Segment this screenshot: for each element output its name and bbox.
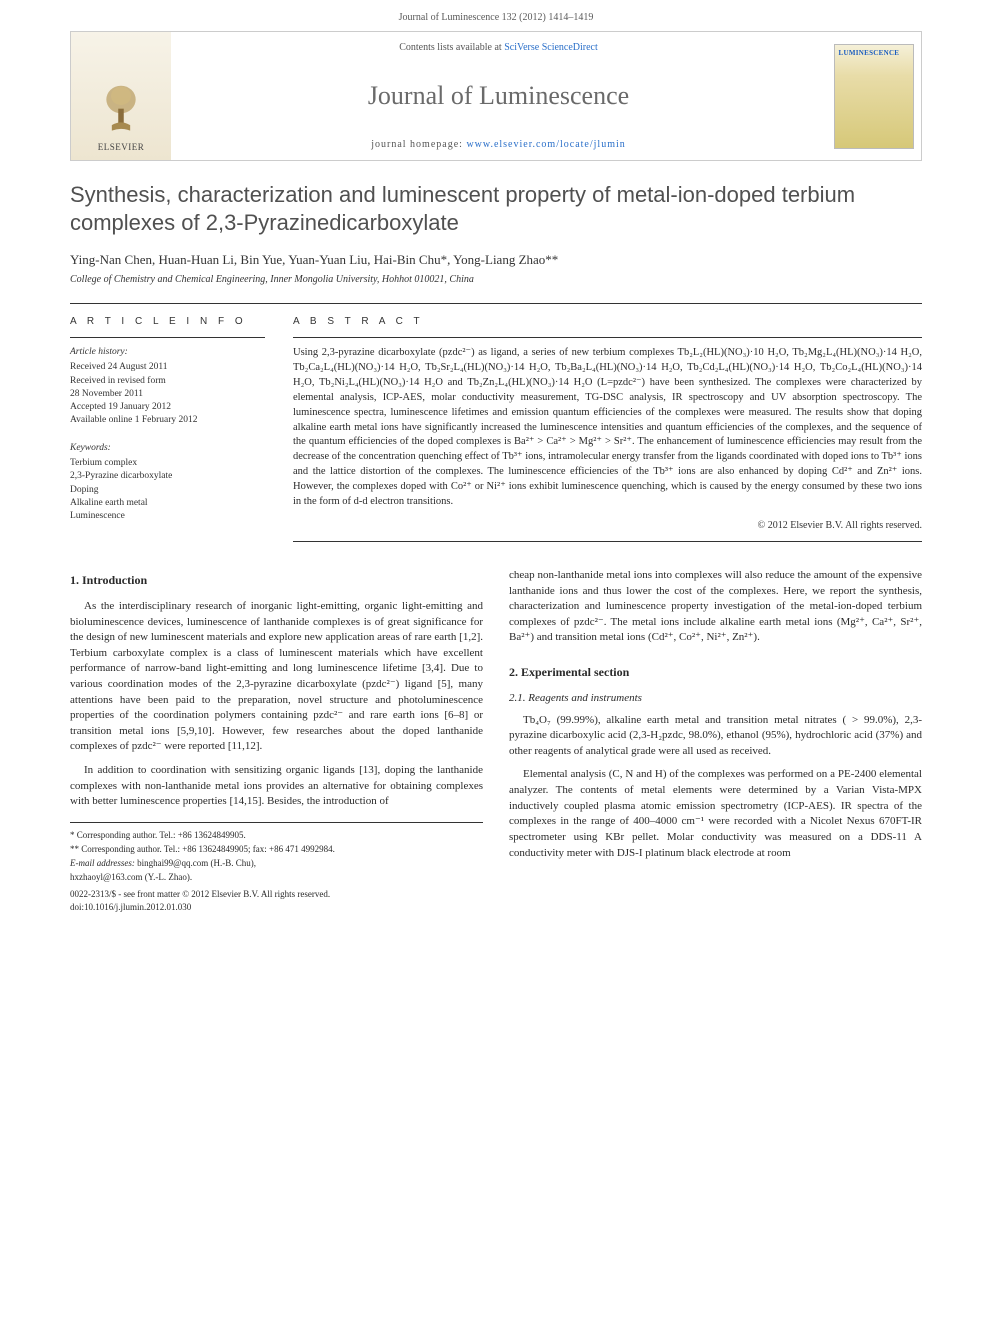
abstract-copyright: © 2012 Elsevier B.V. All rights reserved… bbox=[293, 520, 922, 542]
body-paragraph: Elemental analysis (C, N and H) of the c… bbox=[509, 767, 922, 861]
contents-prefix: Contents lists available at bbox=[399, 42, 504, 53]
sciencedirect-link[interactable]: SciVerse ScienceDirect bbox=[504, 42, 598, 53]
homepage-prefix: journal homepage: bbox=[371, 139, 466, 150]
article-area: Synthesis, characterization and luminesc… bbox=[0, 181, 992, 935]
footnote-corr1: * Corresponding author. Tel.: +86 136248… bbox=[70, 829, 483, 841]
body-paragraph: In addition to coordination with sensiti… bbox=[70, 763, 483, 810]
email-1: binghai99@qq.com (H.-B. Chu), bbox=[137, 858, 256, 868]
abstract-column: A B S T R A C T Using 2,3-pyrazine dicar… bbox=[293, 304, 922, 542]
footnote-emails: E-mail addresses: binghai99@qq.com (H.-B… bbox=[70, 857, 483, 869]
history-block: Article history: Received 24 August 2011… bbox=[70, 337, 265, 428]
history-line: Received 24 August 2011 bbox=[70, 361, 265, 374]
homepage-line: journal homepage: www.elsevier.com/locat… bbox=[177, 139, 820, 150]
history-label: Article history: bbox=[70, 346, 265, 359]
running-header: Journal of Luminescence 132 (2012) 1414–… bbox=[0, 0, 992, 31]
doi-line: doi:10.1016/j.jlumin.2012.01.030 bbox=[70, 902, 483, 914]
email-label: E-mail addresses: bbox=[70, 858, 137, 868]
keywords-label: Keywords: bbox=[70, 442, 265, 455]
affiliation: College of Chemistry and Chemical Engine… bbox=[70, 274, 922, 285]
article-title: Synthesis, characterization and luminesc… bbox=[70, 181, 922, 236]
footnotes: * Corresponding author. Tel.: +86 136248… bbox=[70, 822, 483, 884]
keyword: Luminescence bbox=[70, 510, 265, 523]
info-abstract-row: A R T I C L E I N F O Article history: R… bbox=[70, 303, 922, 542]
article-info-heading: A R T I C L E I N F O bbox=[70, 316, 265, 327]
section-heading-experimental: 2. Experimental section bbox=[509, 664, 922, 681]
footnote-email2: hxzhaoyl@163.com (Y.-L. Zhao). bbox=[70, 871, 483, 883]
abstract-text: Using 2,3-pyrazine dicarboxylate (pzdc²⁻… bbox=[293, 337, 922, 510]
footnote-corr2: ** Corresponding author. Tel.: +86 13624… bbox=[70, 843, 483, 855]
history-line: Available online 1 February 2012 bbox=[70, 414, 265, 427]
front-matter-line: 0022-2313/$ - see front matter © 2012 El… bbox=[70, 889, 483, 901]
body-two-column: 1. Introduction As the interdisciplinary… bbox=[70, 568, 922, 915]
section-heading-intro: 1. Introduction bbox=[70, 572, 483, 589]
body-paragraph: cheap non-lanthanide metal ions into com… bbox=[509, 568, 922, 646]
banner-right: LUMINESCENCE bbox=[826, 32, 921, 160]
authors-line: Ying-Nan Chen, Huan-Huan Li, Bin Yue, Yu… bbox=[70, 252, 922, 268]
publisher-label: ELSEVIER bbox=[98, 142, 145, 152]
homepage-link[interactable]: www.elsevier.com/locate/jlumin bbox=[466, 139, 625, 150]
contents-available-line: Contents lists available at SciVerse Sci… bbox=[177, 42, 820, 53]
keywords-block: Keywords: Terbium complex 2,3-Pyrazine d… bbox=[70, 442, 265, 524]
keyword: Terbium complex bbox=[70, 457, 265, 470]
front-matter: 0022-2313/$ - see front matter © 2012 El… bbox=[70, 889, 483, 913]
body-paragraph: As the interdisciplinary research of ino… bbox=[70, 599, 483, 755]
journal-cover-thumb: LUMINESCENCE bbox=[834, 44, 914, 149]
keyword: Doping bbox=[70, 484, 265, 497]
keyword: Alkaline earth metal bbox=[70, 497, 265, 510]
banner-center: Contents lists available at SciVerse Sci… bbox=[171, 32, 826, 160]
cover-title: LUMINESCENCE bbox=[839, 49, 909, 57]
history-line: Received in revised form bbox=[70, 375, 265, 388]
history-line: 28 November 2011 bbox=[70, 388, 265, 401]
journal-banner: ELSEVIER Contents lists available at Sci… bbox=[70, 31, 922, 161]
keyword: 2,3-Pyrazine dicarboxylate bbox=[70, 470, 265, 483]
subsection-heading-reagents: 2.1. Reagents and instruments bbox=[509, 691, 922, 707]
elsevier-tree-icon bbox=[96, 83, 146, 138]
article-info-column: A R T I C L E I N F O Article history: R… bbox=[70, 304, 265, 542]
history-line: Accepted 19 January 2012 bbox=[70, 401, 265, 414]
body-paragraph: Tb₄O₇ (99.99%), alkaline earth metal and… bbox=[509, 713, 922, 760]
abstract-heading: A B S T R A C T bbox=[293, 316, 922, 327]
publisher-box: ELSEVIER bbox=[71, 32, 171, 160]
journal-name: Journal of Luminescence bbox=[177, 81, 820, 111]
